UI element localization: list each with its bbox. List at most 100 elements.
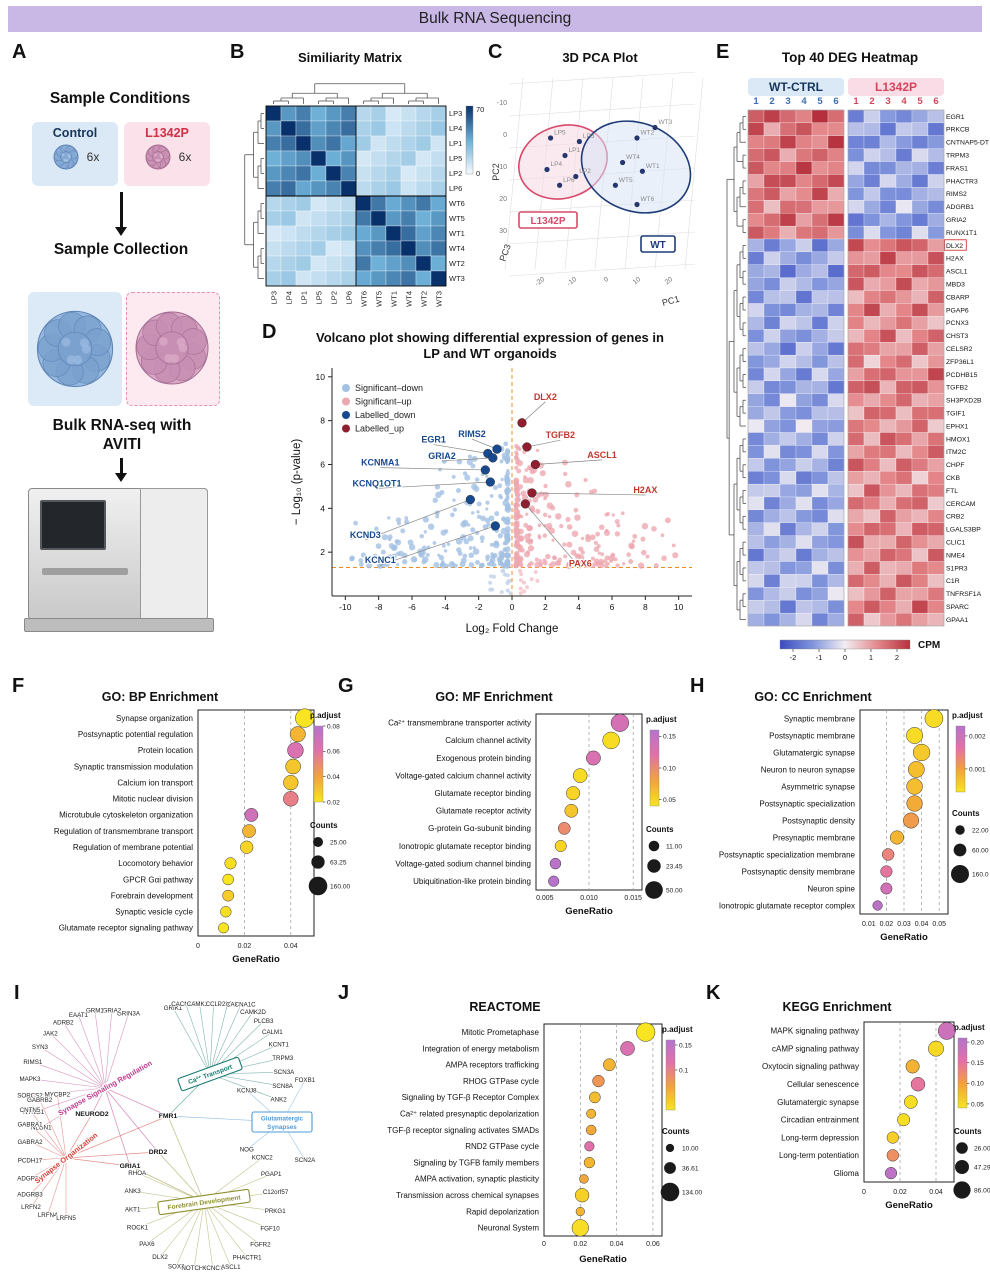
- svg-text:SCN8A: SCN8A: [272, 1083, 294, 1090]
- svg-text:Mitotic nuclear division: Mitotic nuclear division: [113, 795, 193, 804]
- svg-text:-2: -2: [475, 602, 483, 612]
- svg-text:GABRA2: GABRA2: [17, 1139, 43, 1146]
- svg-text:0.04: 0.04: [610, 1241, 624, 1248]
- svg-text:NTNG1: NTNG1: [23, 1109, 45, 1116]
- svg-text:TRPM3: TRPM3: [946, 152, 969, 159]
- svg-text:20: 20: [499, 196, 507, 203]
- svg-text:0: 0: [196, 943, 200, 950]
- svg-text:0.02: 0.02: [573, 1241, 587, 1248]
- svg-text:TGIF1: TGIF1: [946, 410, 965, 417]
- svg-text:p.adjust: p.adjust: [646, 715, 677, 724]
- svg-text:GeneRatio: GeneRatio: [880, 932, 928, 943]
- reactome-dotplot: 0 0.02 0.04 0.06 Mitotic Prometaphase Integra…: [387, 1022, 703, 1265]
- svg-text:6: 6: [610, 602, 615, 612]
- svg-text:Postsynaptic membrane: Postsynaptic membrane: [769, 731, 855, 740]
- svg-text:ITM2C: ITM2C: [946, 449, 966, 456]
- svg-text:JAK2: JAK2: [43, 1030, 58, 1037]
- svg-text:S1PR3: S1PR3: [946, 565, 968, 572]
- svg-text:CCL2: CCL2: [206, 1001, 222, 1008]
- svg-text:SORCS2: SORCS2: [17, 1093, 43, 1100]
- svg-text:C12orf57: C12orf57: [263, 1189, 289, 1196]
- svg-text:NEUROD2: NEUROD2: [75, 1111, 108, 1118]
- control-organoid-icon: [53, 144, 79, 170]
- svg-text:GeneRatio: GeneRatio: [885, 1200, 933, 1211]
- svg-text:0.05: 0.05: [663, 797, 676, 804]
- svg-text:Synaptic membrane: Synaptic membrane: [784, 714, 856, 723]
- svg-text:0.06: 0.06: [327, 749, 340, 756]
- svg-text:RND2 GTPase cycle: RND2 GTPase cycle: [465, 1142, 539, 1151]
- svg-text:GRIA2: GRIA2: [428, 451, 456, 461]
- svg-text:Counts: Counts: [662, 1127, 690, 1136]
- svg-text:WT4: WT4: [449, 244, 465, 253]
- svg-text:WT4: WT4: [405, 291, 414, 307]
- heatmap-group-lp-header: L1342P: [848, 78, 944, 96]
- svg-text:63.25: 63.25: [330, 859, 347, 866]
- svg-text:LP6: LP6: [345, 291, 354, 304]
- go-bp-dotplot: 0 0.02 0.04 Synapse organization Postsynapti…: [54, 708, 351, 965]
- svg-text:Counts: Counts: [310, 821, 338, 830]
- svg-text:LP5: LP5: [449, 154, 462, 163]
- sequencer-illustration: [24, 484, 214, 634]
- svg-text:ADRB2: ADRB2: [53, 1019, 74, 1026]
- svg-text:Synapse organization: Synapse organization: [116, 714, 193, 723]
- svg-text:GRM1: GRM1: [86, 1008, 104, 1015]
- svg-text:GABRA1: GABRA1: [17, 1122, 43, 1129]
- svg-text:GRIA2: GRIA2: [946, 217, 967, 224]
- svg-text:− Log₁₀ (p-value): − Log₁₀ (p-value): [291, 439, 303, 525]
- svg-text:Synapse Signaling Regulation: Synapse Signaling Regulation: [56, 1058, 153, 1117]
- svg-text:AMPA activation, synaptic plas: AMPA activation, synaptic plasticity: [415, 1175, 539, 1184]
- panel-letter-h: H: [690, 675, 705, 697]
- svg-text:KCNC1: KCNC1: [365, 555, 396, 565]
- svg-text:Calcium ion transport: Calcium ion transport: [117, 778, 193, 787]
- svg-text:WT5: WT5: [449, 214, 465, 223]
- svg-text:LRFN2: LRFN2: [21, 1204, 41, 1211]
- svg-text:-20: -20: [534, 276, 546, 288]
- svg-text:RIMS2: RIMS2: [946, 191, 967, 198]
- svg-text:LP5: LP5: [315, 291, 324, 304]
- svg-text:SOX3: SOX3: [168, 1263, 185, 1270]
- svg-text:NOG: NOG: [240, 1147, 254, 1154]
- go-mf-title: GO: MF Enrichment: [435, 690, 553, 704]
- mutant-organoid-icon: [145, 144, 171, 170]
- mutant-count: 6x: [178, 150, 192, 164]
- svg-text:CAMK2A: CAMK2A: [187, 1001, 213, 1008]
- svg-text:Counts: Counts: [954, 1127, 982, 1136]
- svg-text:TNFRSF1A: TNFRSF1A: [946, 591, 982, 598]
- svg-text:LP6: LP6: [563, 177, 575, 184]
- svg-text:PGAP1: PGAP1: [261, 1171, 282, 1178]
- svg-text:0.10: 0.10: [663, 765, 676, 772]
- svg-text:LP3: LP3: [583, 133, 595, 140]
- svg-text:PHACTR1: PHACTR1: [233, 1255, 262, 1262]
- svg-text:1: 1: [869, 653, 873, 662]
- svg-text:WT3: WT3: [449, 274, 465, 283]
- svg-text:MBD3: MBD3: [946, 281, 965, 288]
- svg-text:CACNA1A: CACNA1A: [171, 1001, 201, 1008]
- svg-text:TGFB2: TGFB2: [946, 385, 968, 392]
- panel-letter-c: C: [488, 41, 503, 63]
- go-cc-title: GO: CC Enrichment: [754, 690, 872, 704]
- svg-text:Voltage-gated calcium channel: Voltage-gated calcium channel activity: [395, 771, 531, 780]
- svg-text:ASCL1: ASCL1: [221, 1264, 241, 1271]
- panel-letter-i: I: [14, 982, 20, 1004]
- svg-text:DRD2: DRD2: [149, 1149, 168, 1156]
- svg-text:WT2: WT2: [420, 291, 429, 307]
- svg-text:Significant–down: Significant–down: [355, 383, 423, 393]
- svg-text:0: 0: [862, 1189, 866, 1196]
- svg-text:GPAA1: GPAA1: [946, 617, 968, 624]
- svg-text:RHOG GTPase cycle: RHOG GTPase cycle: [463, 1077, 540, 1086]
- svg-text:HMOX1: HMOX1: [946, 436, 970, 443]
- svg-text:0.02: 0.02: [880, 921, 894, 928]
- svg-text:TRPM3: TRPM3: [272, 1055, 294, 1062]
- svg-text:LP4: LP4: [285, 291, 294, 304]
- svg-text:25.00: 25.00: [330, 839, 347, 846]
- svg-text:P2RX6: P2RX6: [218, 1001, 238, 1008]
- svg-text:WT6: WT6: [449, 199, 465, 208]
- svg-text:WT6: WT6: [641, 196, 655, 203]
- svg-text:EGR1: EGR1: [946, 114, 965, 121]
- svg-text:0.04: 0.04: [327, 774, 340, 781]
- svg-text:L1342P: L1342P: [530, 216, 565, 227]
- svg-text:p.adjust: p.adjust: [952, 711, 983, 720]
- svg-text:ADGRB3: ADGRB3: [17, 1192, 43, 1199]
- svg-text:GPCR Gαi pathway: GPCR Gαi pathway: [123, 875, 193, 884]
- svg-text:0: 0: [503, 132, 507, 139]
